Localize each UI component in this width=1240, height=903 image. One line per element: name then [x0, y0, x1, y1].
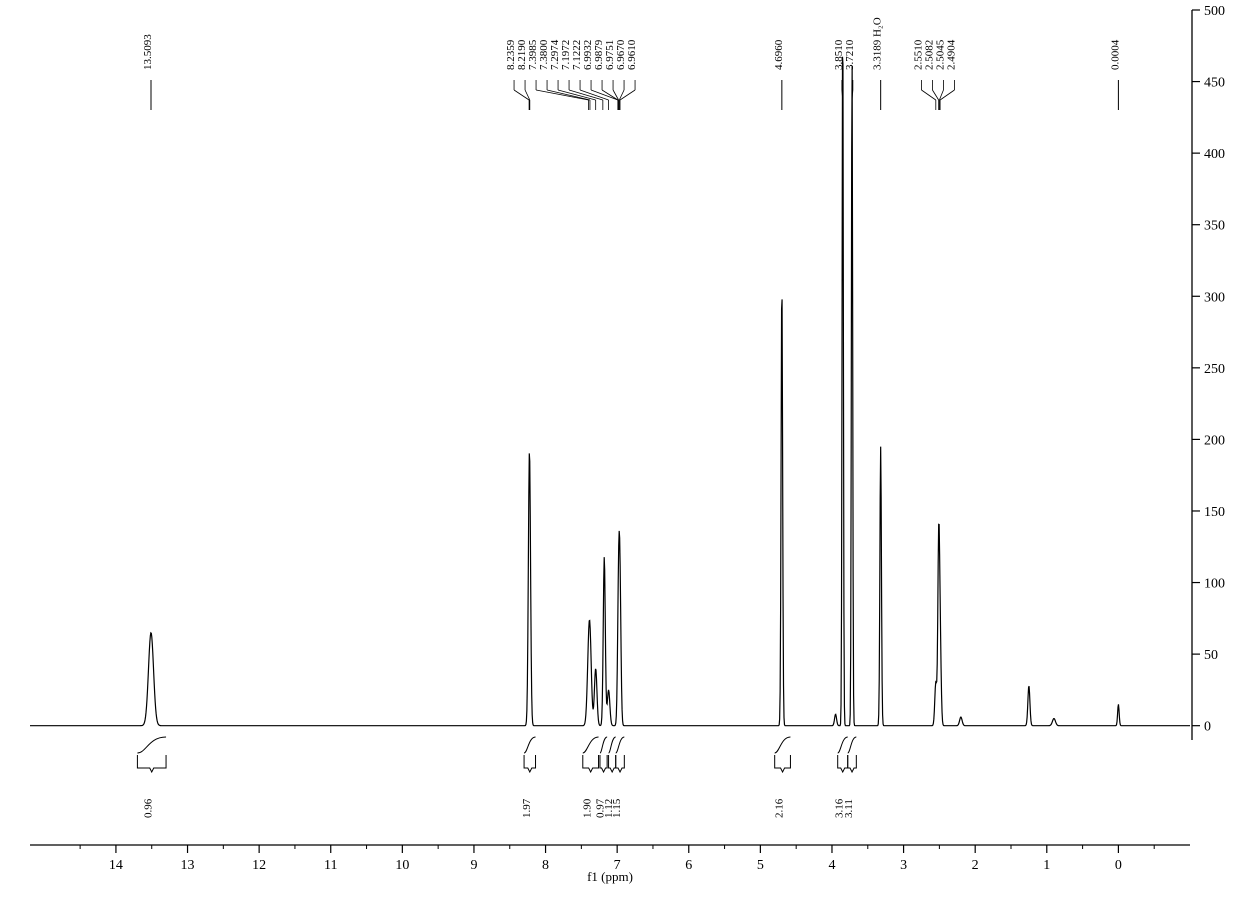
integral-curve [583, 737, 599, 753]
integral-curve [137, 737, 166, 753]
y-tick-label: 150 [1204, 505, 1225, 520]
integral-curve [609, 737, 616, 753]
integral-curve [616, 737, 625, 753]
x-tick-label: 12 [252, 858, 266, 873]
peak-label-connector [620, 90, 635, 100]
integral-bracket [137, 755, 166, 772]
peak-ppm-label: 6.9610 [626, 39, 638, 70]
peak-ppm-label: 13.5093 [142, 34, 154, 70]
x-tick-label: 3 [900, 858, 907, 873]
integral-bracket [848, 755, 857, 772]
nmr-svg: 0501001502002503003504004505001413121110… [0, 0, 1240, 903]
x-tick-label: 4 [828, 858, 835, 873]
integral-value-label: 1.15 [611, 798, 623, 818]
integral-bracket [838, 755, 848, 772]
y-tick-label: 50 [1204, 648, 1218, 663]
integral-bracket [609, 755, 616, 772]
spectrum-trace [30, 57, 1190, 726]
y-tick-label: 400 [1204, 147, 1225, 162]
integral-curve [600, 737, 607, 753]
integral-bracket [583, 755, 599, 772]
x-tick-label: 1 [1043, 858, 1050, 873]
y-tick-label: 0 [1204, 720, 1211, 735]
y-tick-label: 500 [1204, 4, 1225, 19]
integral-curve [775, 737, 791, 753]
y-tick-label: 450 [1204, 76, 1225, 91]
peak-ppm-label: 2.4904 [945, 39, 957, 70]
integral-value-label: 1.97 [521, 798, 533, 818]
x-tick-label: 0 [1115, 858, 1122, 873]
peak-ppm-label: 3.7210 [844, 39, 856, 70]
peak-label-connector [514, 90, 529, 100]
integral-bracket [524, 755, 535, 772]
nmr-spectrum-figure: 0501001502002503003504004505001413121110… [0, 0, 1240, 903]
peak-ppm-label: 4.6960 [773, 39, 785, 70]
peak-ppm-label: 3.3189 H₂O [872, 17, 884, 70]
y-tick-label: 350 [1204, 219, 1225, 234]
integral-bracket [616, 755, 625, 772]
x-tick-label: 11 [324, 858, 337, 873]
integral-value-label: 1.90 [582, 798, 594, 818]
x-axis-label: f1 (ppm) [587, 869, 633, 884]
y-tick-label: 200 [1204, 433, 1225, 448]
x-tick-label: 10 [395, 858, 409, 873]
y-tick-label: 250 [1204, 362, 1225, 377]
peak-ppm-label: 0.0004 [1109, 39, 1121, 70]
integral-curve [524, 737, 535, 753]
integral-curve [838, 737, 848, 753]
y-tick-label: 300 [1204, 290, 1225, 305]
integral-bracket [775, 755, 791, 772]
y-tick-label: 100 [1204, 577, 1225, 592]
integral-value-label: 3.11 [843, 799, 855, 818]
x-tick-label: 2 [972, 858, 979, 873]
x-tick-label: 8 [542, 858, 549, 873]
x-tick-label: 6 [685, 858, 692, 873]
x-tick-label: 14 [109, 858, 123, 873]
x-tick-label: 13 [181, 858, 195, 873]
peak-label-connector [569, 90, 603, 100]
peak-label-connector [940, 90, 954, 100]
integral-bracket [600, 755, 607, 772]
x-tick-label: 5 [757, 858, 764, 873]
integral-curve [848, 737, 857, 753]
integral-value-label: 0.96 [143, 798, 155, 818]
x-tick-label: 9 [470, 858, 477, 873]
integral-value-label: 2.16 [774, 798, 786, 818]
